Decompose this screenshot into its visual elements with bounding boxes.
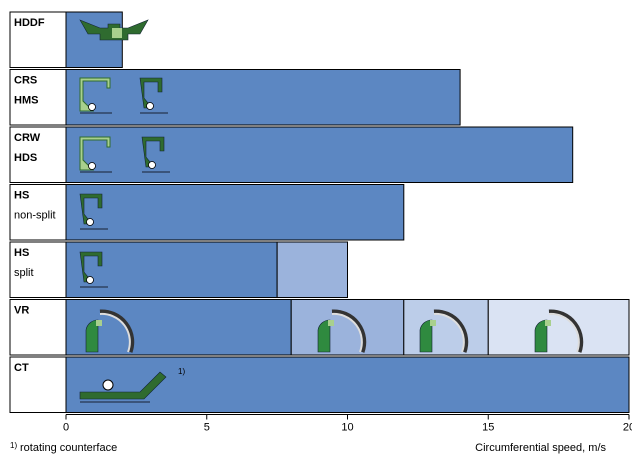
x-tick-label: 5: [204, 421, 210, 433]
x-tick-label: 0: [63, 421, 69, 433]
row-label-cell: [9, 69, 67, 126]
bar-segment: [487, 299, 630, 356]
row-label-cell: [9, 241, 67, 298]
bar-segment: [276, 241, 348, 298]
x-tick-label: 15: [482, 421, 494, 433]
footnote-mark: 1): [10, 441, 17, 450]
row-label-cell: [9, 356, 67, 413]
row-label: HMS: [14, 94, 38, 106]
row-label-cell: [9, 184, 67, 241]
x-tick-label: 20: [623, 421, 632, 433]
row-label: HDS: [14, 152, 37, 164]
icon: [102, 379, 114, 391]
bar-segment: [65, 241, 278, 298]
icon: [112, 28, 122, 38]
bar-segment: [65, 356, 630, 413]
row-label-cell: [9, 299, 67, 356]
bar-segment: [65, 69, 461, 126]
annotation: 1): [178, 367, 185, 376]
row-label-cell: [9, 11, 67, 68]
row-label: CRS: [14, 74, 37, 86]
bar-segment: [290, 299, 405, 356]
bar-segment: [65, 299, 292, 356]
row-label: HS: [14, 247, 29, 259]
icon: [79, 371, 167, 400]
bar-segment: [65, 126, 574, 183]
row-label: non-split: [14, 209, 56, 221]
row-label: HDDF: [14, 17, 45, 29]
icons: [79, 19, 581, 403]
x-tick-label: 10: [341, 421, 353, 433]
row-label: split: [14, 267, 34, 279]
bar-segment: [403, 299, 489, 356]
row-label: CT: [14, 362, 29, 374]
row-label: CRW: [14, 132, 41, 144]
footnote: rotating counterface: [20, 442, 117, 454]
bar-segment: [65, 184, 405, 241]
row-label: HS: [14, 189, 29, 201]
x-axis-label: Circumferential speed, m/s: [475, 442, 606, 454]
row-label: VR: [14, 304, 29, 316]
